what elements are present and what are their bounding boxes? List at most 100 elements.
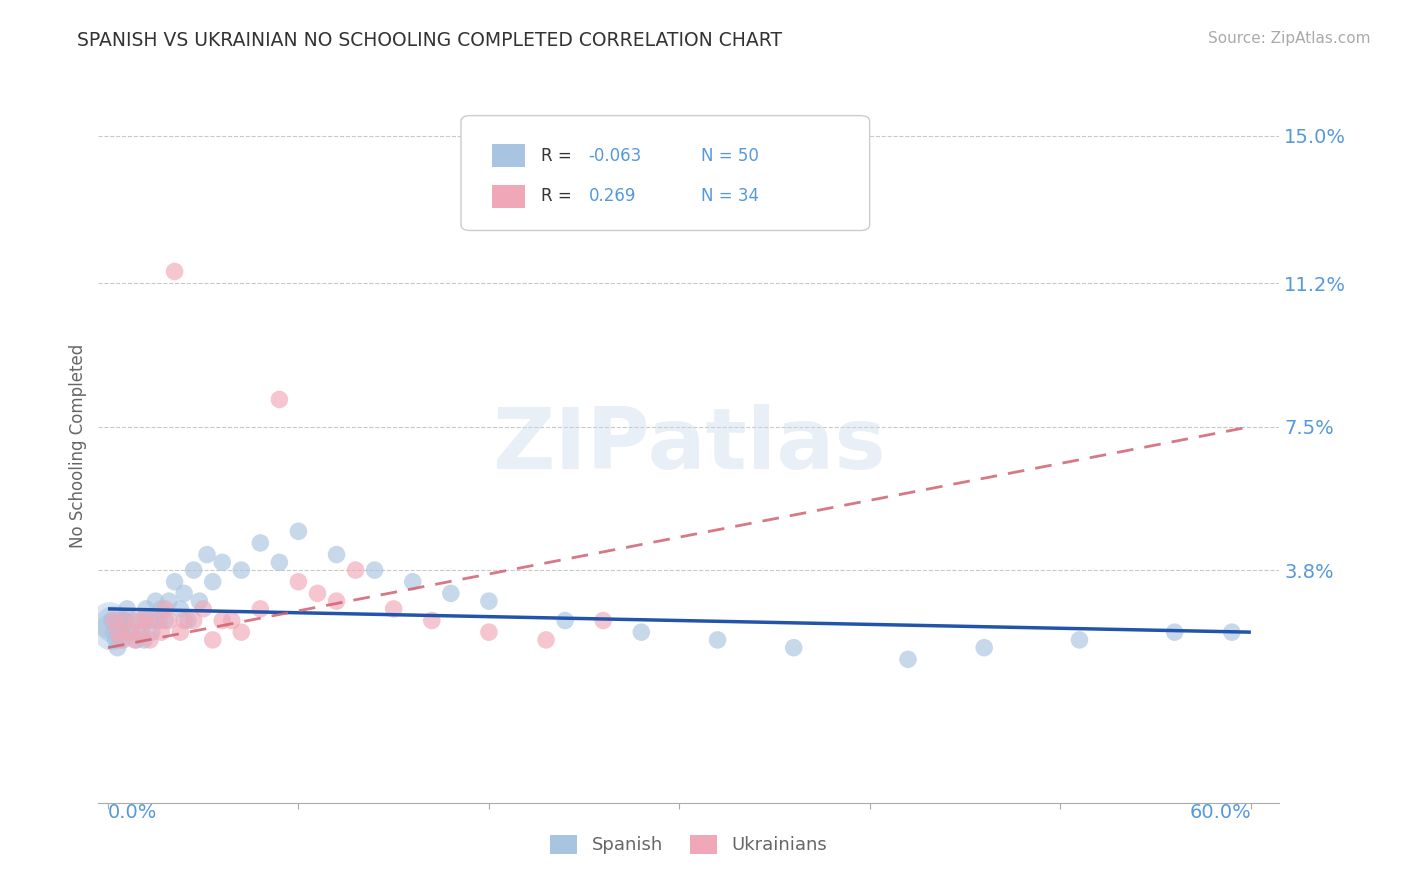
Point	[269, 555, 291, 569]
Point	[188, 594, 211, 608]
Point	[897, 652, 920, 666]
Point	[249, 536, 271, 550]
Point	[131, 614, 153, 628]
Point	[125, 632, 148, 647]
Point	[100, 614, 122, 628]
Point	[173, 614, 195, 628]
Point	[402, 574, 425, 589]
FancyBboxPatch shape	[492, 145, 524, 167]
Point	[478, 625, 501, 640]
Point	[150, 625, 173, 640]
Text: N = 50: N = 50	[700, 146, 759, 164]
Point	[103, 625, 125, 640]
Text: N = 34: N = 34	[700, 187, 759, 205]
Point	[163, 264, 186, 278]
Point	[107, 625, 129, 640]
Point	[973, 640, 995, 655]
Text: Source: ZipAtlas.com: Source: ZipAtlas.com	[1208, 31, 1371, 46]
Point	[221, 614, 243, 628]
Point	[139, 632, 162, 647]
Point	[193, 602, 215, 616]
Point	[103, 614, 125, 628]
Point	[592, 614, 614, 628]
Point	[153, 602, 176, 616]
Legend: Spanish, Ukrainians: Spanish, Ukrainians	[543, 828, 835, 862]
Point	[114, 614, 136, 628]
Point	[115, 602, 138, 616]
Point	[344, 563, 367, 577]
Text: 0.0%: 0.0%	[108, 803, 157, 822]
Point	[201, 574, 224, 589]
Point	[183, 614, 205, 628]
Point	[1220, 625, 1243, 640]
Y-axis label: No Schooling Completed: No Schooling Completed	[69, 344, 87, 548]
Text: ZIPatlas: ZIPatlas	[492, 404, 886, 488]
Point	[104, 632, 127, 647]
Point	[554, 614, 576, 628]
Point	[153, 614, 176, 628]
Point	[287, 524, 309, 539]
Point	[134, 632, 156, 647]
Point	[114, 614, 136, 628]
Point	[534, 632, 557, 647]
Point	[287, 574, 309, 589]
Point	[269, 392, 291, 407]
Point	[108, 614, 131, 628]
Text: R =: R =	[541, 146, 578, 164]
Point	[307, 586, 329, 600]
Point	[249, 602, 271, 616]
Point	[478, 594, 501, 608]
Point	[112, 632, 135, 647]
Point	[121, 614, 143, 628]
Point	[127, 614, 149, 628]
Point	[195, 548, 218, 562]
Point	[363, 563, 385, 577]
Point	[103, 617, 125, 632]
Text: 0.269: 0.269	[589, 187, 636, 205]
Text: R =: R =	[541, 187, 578, 205]
Point	[420, 614, 443, 628]
Point	[201, 632, 224, 647]
Point	[177, 614, 200, 628]
Point	[129, 625, 152, 640]
Text: SPANISH VS UKRAINIAN NO SCHOOLING COMPLETED CORRELATION CHART: SPANISH VS UKRAINIAN NO SCHOOLING COMPLE…	[77, 31, 783, 50]
Point	[120, 625, 142, 640]
Point	[211, 614, 233, 628]
Point	[157, 614, 180, 628]
Point	[124, 632, 146, 647]
Point	[183, 563, 205, 577]
Point	[325, 594, 347, 608]
Point	[169, 625, 191, 640]
Point	[157, 594, 180, 608]
Point	[440, 586, 463, 600]
Point	[231, 563, 253, 577]
Point	[135, 602, 157, 616]
Point	[169, 602, 191, 616]
Point	[150, 602, 173, 616]
Point	[148, 614, 170, 628]
Point	[325, 548, 347, 562]
Point	[110, 625, 132, 640]
Point	[1069, 632, 1091, 647]
Point	[110, 632, 132, 647]
Point	[783, 640, 806, 655]
Point	[141, 625, 163, 640]
Point	[131, 625, 153, 640]
Text: -0.063: -0.063	[589, 146, 641, 164]
Point	[139, 614, 162, 628]
Point	[630, 625, 652, 640]
Point	[100, 625, 122, 640]
Point	[120, 625, 142, 640]
Point	[211, 555, 233, 569]
Point	[145, 594, 167, 608]
Point	[145, 614, 167, 628]
Point	[173, 586, 195, 600]
Point	[231, 625, 253, 640]
Point	[382, 602, 405, 616]
Point	[163, 574, 186, 589]
Point	[706, 632, 728, 647]
Point	[1163, 625, 1185, 640]
Point	[98, 614, 121, 628]
Text: 60.0%: 60.0%	[1189, 803, 1251, 822]
FancyBboxPatch shape	[461, 116, 870, 230]
